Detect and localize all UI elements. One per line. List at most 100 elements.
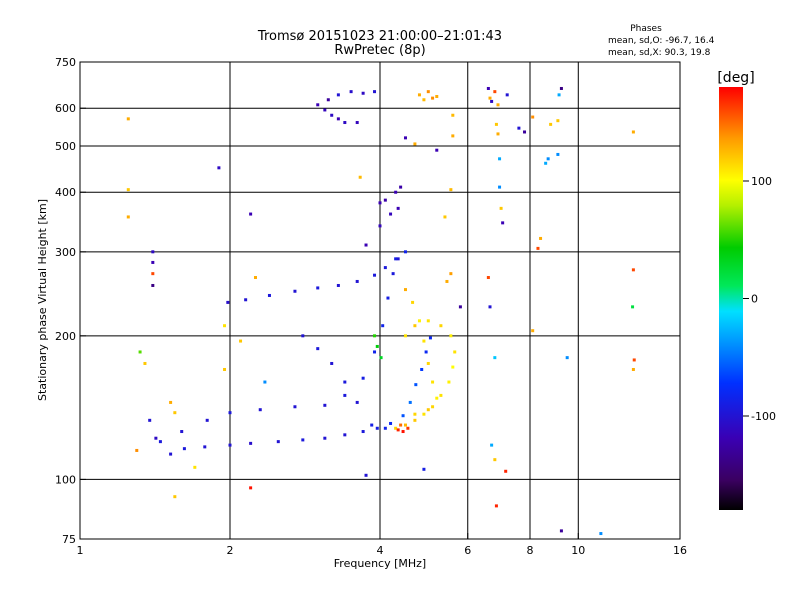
data-point <box>565 356 569 360</box>
legend-header: Phases <box>630 24 662 34</box>
data-point <box>343 393 347 397</box>
grid-lines <box>80 62 680 539</box>
data-point <box>205 418 209 422</box>
data-point <box>355 400 359 404</box>
data-point <box>493 356 497 360</box>
data-point <box>435 148 439 152</box>
data-point <box>559 529 563 533</box>
data-point <box>373 334 377 338</box>
data-point <box>330 113 334 117</box>
data-point <box>394 257 398 261</box>
data-point <box>490 99 494 103</box>
data-point <box>431 96 435 100</box>
data-point <box>599 532 603 536</box>
data-point <box>135 448 139 452</box>
x-tick-label: 8 <box>527 544 534 557</box>
data-point <box>451 134 455 138</box>
data-point <box>239 339 243 343</box>
data-point <box>422 467 426 471</box>
data-point <box>399 185 403 189</box>
data-point <box>557 93 561 97</box>
data-point <box>486 86 490 90</box>
data-point <box>373 273 377 277</box>
data-point <box>396 428 400 432</box>
data-point <box>343 380 347 384</box>
data-point <box>151 283 155 287</box>
data-point <box>431 380 435 384</box>
data-point <box>326 98 330 102</box>
legend-line-o: mean, sd,O: -96.7, 16.4 <box>608 36 715 46</box>
data-point <box>126 215 130 219</box>
data-point <box>249 212 253 216</box>
data-point <box>316 347 320 351</box>
data-point <box>364 473 368 477</box>
data-point <box>375 426 379 430</box>
data-point <box>381 324 385 328</box>
data-point <box>556 119 560 123</box>
data-point <box>396 257 400 261</box>
y-tick-label: 300 <box>55 246 76 259</box>
data-point <box>531 115 535 119</box>
data-point <box>258 408 262 412</box>
data-point <box>389 212 393 216</box>
data-point <box>391 272 395 276</box>
data-point <box>383 198 387 202</box>
data-point <box>447 380 451 384</box>
data-point <box>443 215 447 219</box>
data-point <box>151 260 155 264</box>
data-point <box>173 495 177 499</box>
data-point <box>343 433 347 437</box>
data-point <box>417 319 421 323</box>
colorbar-tick-label: -100 <box>751 410 776 423</box>
data-point <box>316 103 320 107</box>
data-point <box>349 90 353 94</box>
data-point <box>422 412 426 416</box>
data-point <box>293 289 297 293</box>
data-point <box>378 224 382 228</box>
chart-title: Tromsø 20151023 21:00:00–21:01:43 <box>257 29 502 44</box>
data-point <box>361 430 365 434</box>
data-point <box>498 185 502 189</box>
data-point <box>488 305 492 309</box>
data-point <box>386 296 390 300</box>
data-point <box>138 350 142 354</box>
data-point <box>449 334 453 338</box>
data-point <box>383 426 387 430</box>
data-point <box>413 412 417 416</box>
data-point <box>501 221 505 225</box>
data-point <box>631 305 635 309</box>
data-point <box>343 121 347 125</box>
data-point <box>631 130 635 134</box>
data-point <box>399 423 403 427</box>
data-point <box>267 293 271 297</box>
data-point <box>499 206 503 210</box>
x-tick-label: 1 <box>77 544 84 557</box>
data-point <box>151 250 155 254</box>
x-tick-label: 4 <box>377 544 384 557</box>
data-point <box>517 126 521 130</box>
y-axis: 75 100 200 300 400 500 600 750 <box>55 56 86 546</box>
data-point <box>439 393 443 397</box>
data-point <box>373 350 377 354</box>
data-point <box>414 383 418 387</box>
data-point <box>394 426 398 430</box>
data-point <box>323 436 327 440</box>
data-point <box>546 157 550 161</box>
y-tick-label: 600 <box>55 102 76 115</box>
data-point <box>486 276 490 280</box>
data-point <box>496 132 500 136</box>
data-point <box>336 93 340 97</box>
data-point <box>364 243 368 247</box>
data-point <box>449 272 453 276</box>
data-point <box>426 408 430 412</box>
data-point <box>394 190 398 194</box>
legend-line-x: mean, sd,X: 90.3, 19.8 <box>608 48 711 58</box>
data-point <box>413 324 417 328</box>
data-point <box>249 486 253 490</box>
data-point <box>148 418 152 422</box>
data-point <box>556 152 560 156</box>
data-point <box>253 276 257 280</box>
data-point <box>355 121 359 125</box>
data-point <box>504 469 508 473</box>
data-point <box>244 298 248 302</box>
